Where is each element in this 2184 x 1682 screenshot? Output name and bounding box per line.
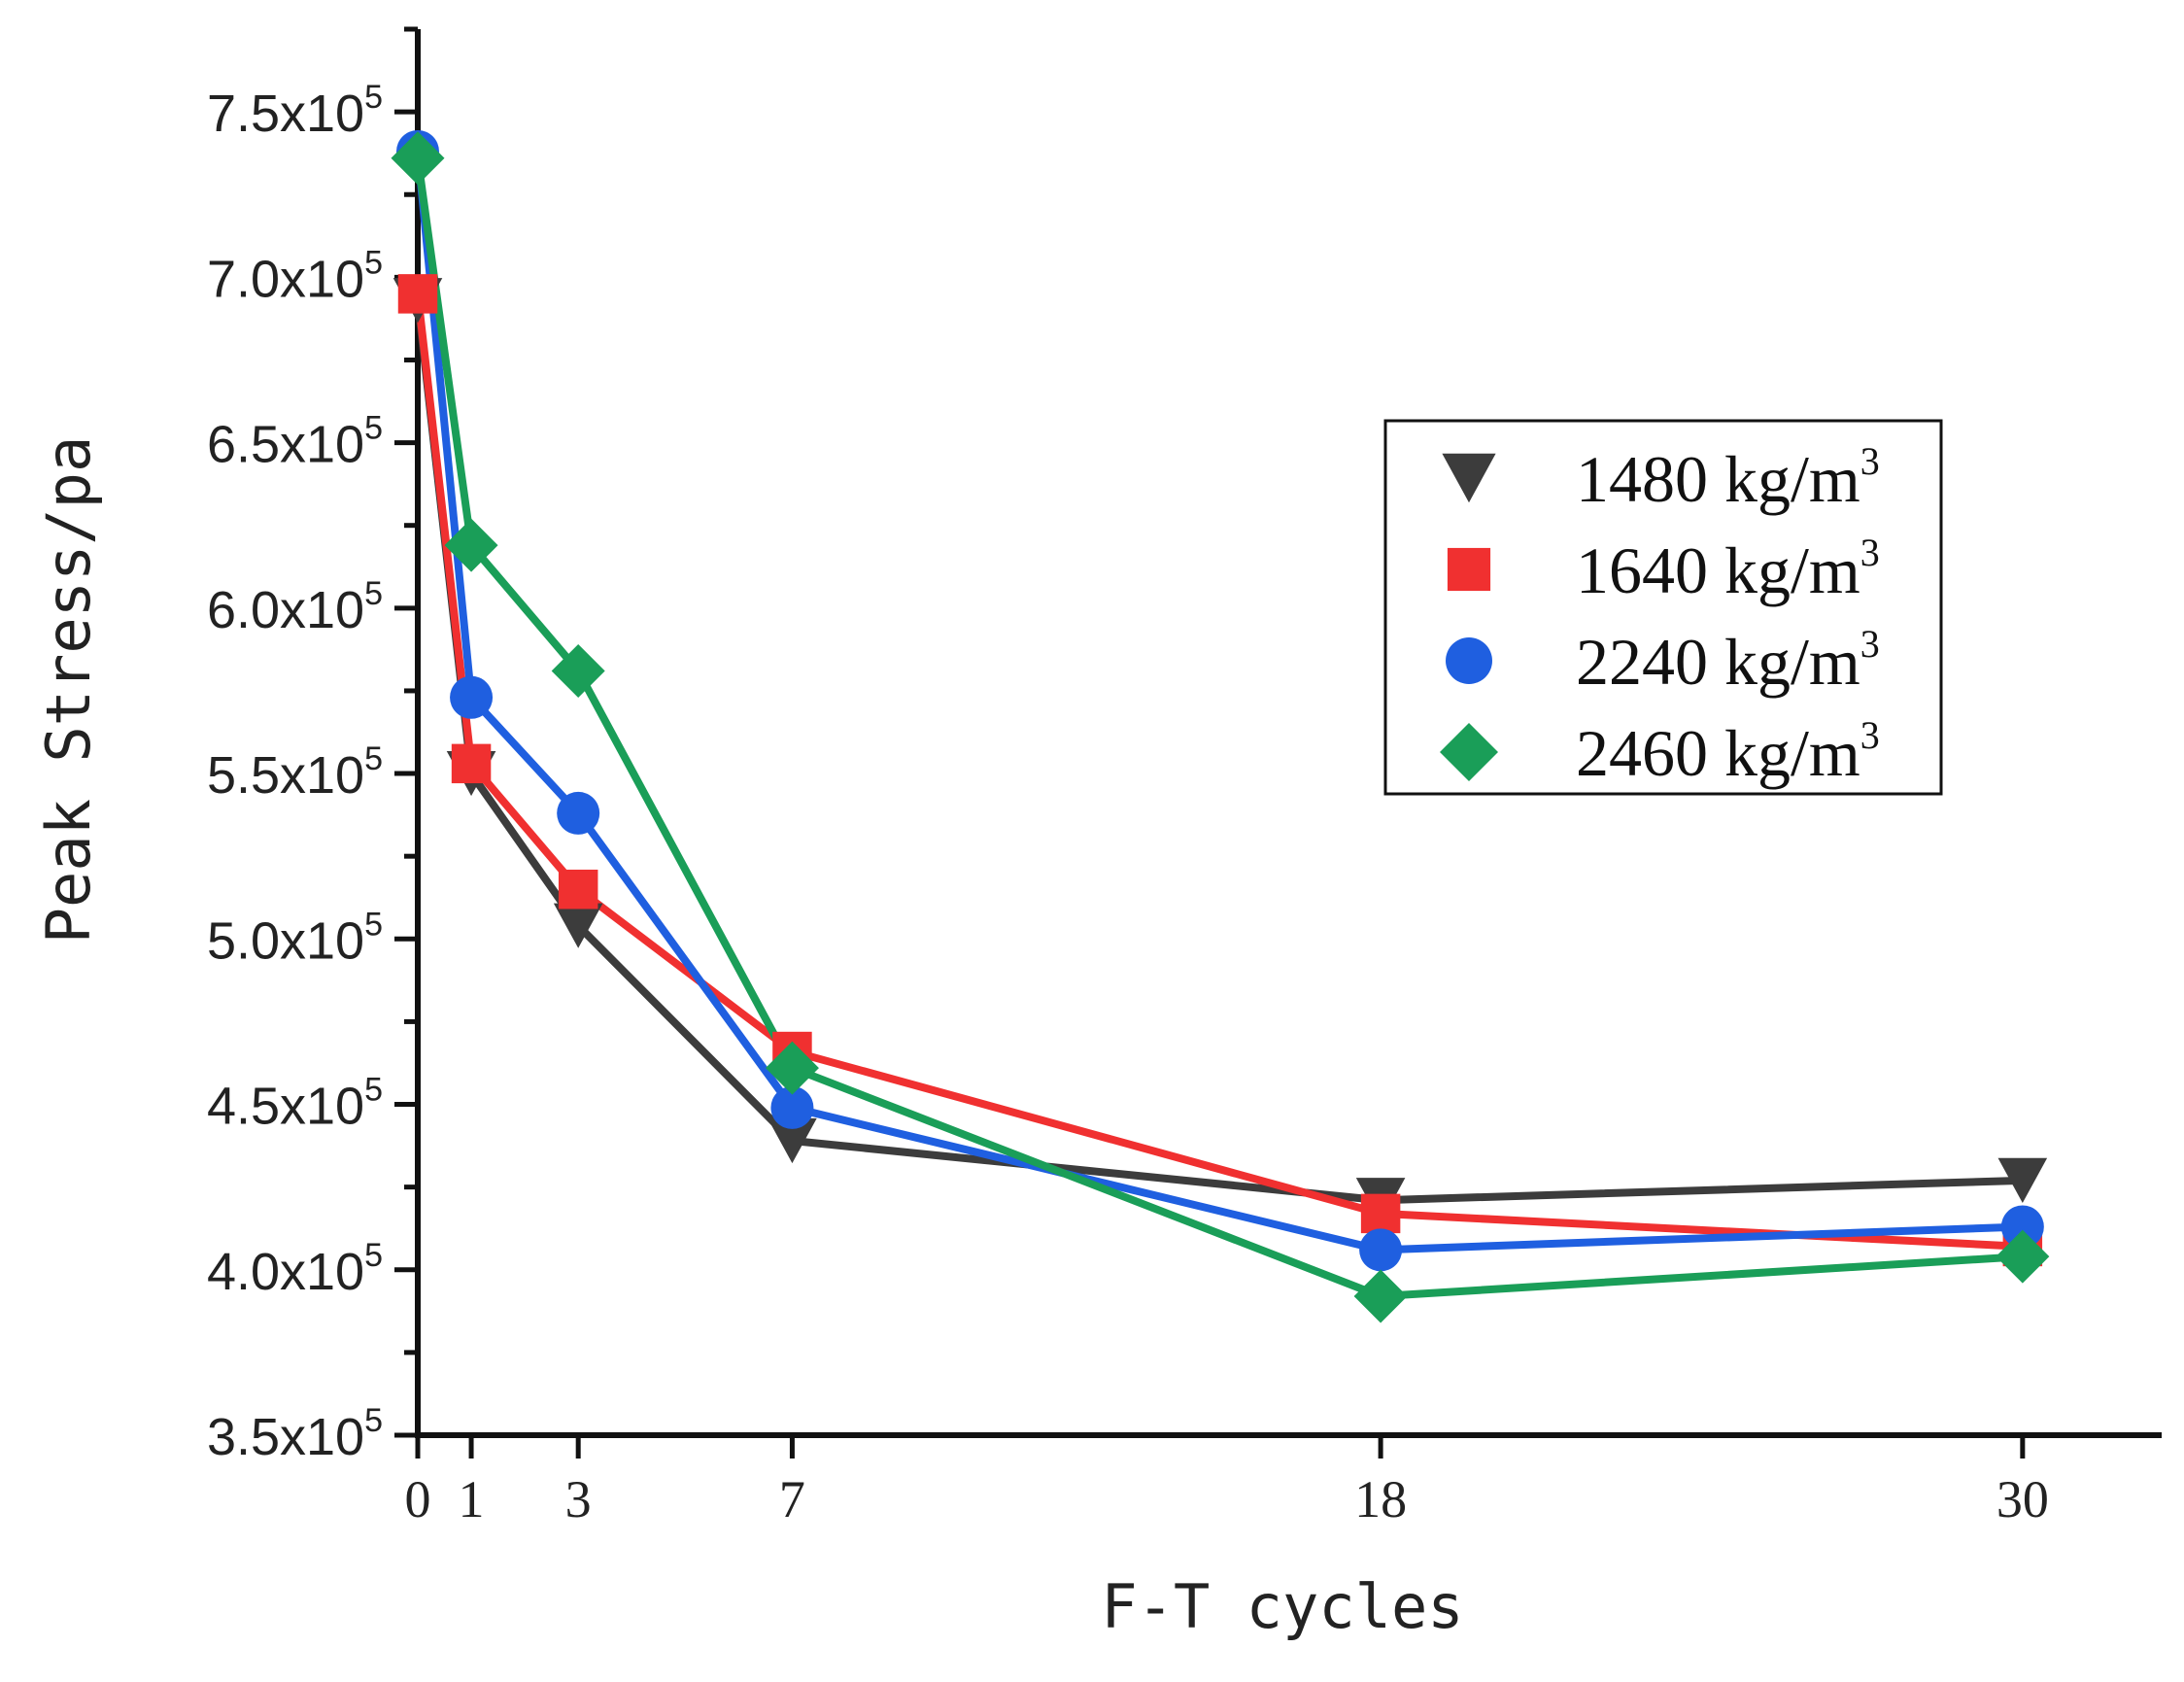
y-tick-label: 7.0x105 — [207, 244, 383, 308]
x-axis-ticks: 0 1 3 7 18 30 — [405, 1435, 2049, 1528]
y-tick-label: 6.5x105 — [207, 410, 383, 474]
data-point — [2000, 1205, 2044, 1249]
data-point — [768, 1117, 817, 1164]
y-tick-label: 5.0x105 — [207, 906, 383, 970]
data-point — [1446, 637, 1492, 684]
data-point — [1997, 1157, 2048, 1203]
y-axis-title: Peak Stress/pa — [33, 436, 104, 944]
data-point — [770, 1085, 814, 1129]
legend-label: 1480 kg/m3 — [1576, 439, 1880, 516]
y-tick-label: 4.0x105 — [207, 1237, 383, 1301]
series-line — [414, 157, 2024, 1301]
data-point — [1359, 1228, 1403, 1272]
y-tick-label: 3.5x105 — [207, 1402, 383, 1466]
x-tick-label: 1 — [459, 1470, 485, 1528]
y-tick-label: 6.0x105 — [207, 575, 383, 639]
data-point — [1447, 547, 1491, 592]
axes — [415, 29, 2162, 1438]
data-point — [551, 644, 605, 699]
data-point — [444, 518, 498, 572]
x-axis-title: F-T cycles — [1101, 1571, 1463, 1642]
x-tick-label: 30 — [1996, 1470, 2049, 1528]
legend: 1480 kg/m3 1640 kg/m3 2240 kg/m3 2460 kg/m3 — [1383, 419, 1943, 796]
legend-label: 2240 kg/m3 — [1576, 622, 1880, 699]
data-point — [391, 131, 445, 186]
data-point — [450, 675, 494, 719]
data-point — [1353, 1269, 1408, 1323]
data-point — [1996, 1229, 2050, 1284]
x-tick-label: 0 — [405, 1470, 431, 1528]
data-point — [765, 1041, 819, 1095]
data-point — [1442, 453, 1496, 503]
x-tick-label: 3 — [565, 1470, 592, 1528]
y-tick-label: 5.5x105 — [207, 740, 383, 805]
data-point — [1360, 1193, 1401, 1234]
x-tick-label: 7 — [779, 1470, 805, 1528]
data-point — [397, 274, 438, 314]
data-point — [1440, 723, 1498, 781]
data-point — [553, 903, 603, 948]
series-markers — [391, 129, 2050, 1323]
data-point — [451, 743, 492, 784]
y-axis-ticks: 3.5x105 4.0x105 4.5x105 5.0x105 5.5x105 6.0x1… — [207, 26, 418, 1466]
data-point — [557, 791, 600, 835]
legend-label: 2460 kg/m3 — [1576, 713, 1880, 790]
y-tick-label: 4.5x105 — [207, 1072, 383, 1136]
legend-label: 1640 kg/m3 — [1576, 531, 1880, 607]
y-tick-label: 7.5x105 — [207, 79, 383, 143]
x-tick-label: 18 — [1354, 1470, 1407, 1528]
data-point — [558, 869, 598, 910]
series-line — [414, 151, 2023, 1254]
